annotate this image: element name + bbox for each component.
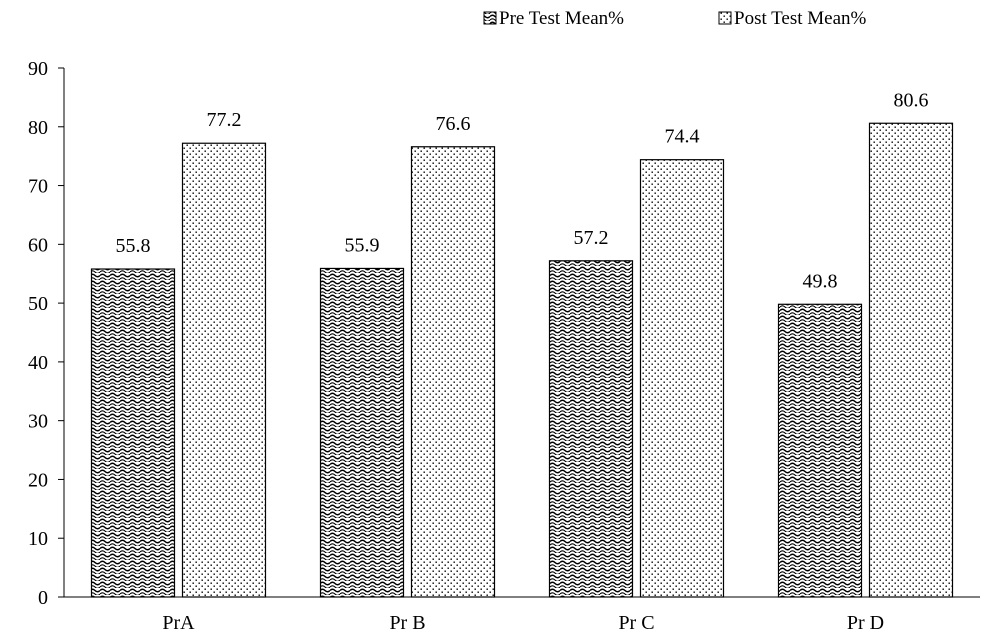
x-tick-label: Pr C — [618, 612, 654, 634]
bar-pre — [90, 268, 176, 598]
y-tick-label: 50 — [28, 293, 48, 315]
x-axis: PrA Pr B Pr C Pr D — [64, 596, 980, 634]
legend-label: Post Test Mean% — [734, 8, 867, 29]
data-label: 76.6 — [436, 113, 471, 135]
data-labels: 55.8 55.9 57.2 49.8 77.2 76.6 74.4 80.6 — [116, 89, 929, 292]
data-label: 77.2 — [207, 109, 242, 131]
y-axis: 0 10 20 30 40 50 60 70 80 90 — [28, 58, 65, 609]
data-label: 55.8 — [116, 235, 151, 257]
legend: Pre Test Mean% Post Test Mean% — [483, 8, 867, 29]
x-tick-label: Pr B — [389, 612, 425, 634]
x-tick-label: Pr D — [847, 612, 884, 634]
bar-pre — [319, 267, 405, 598]
bar-post — [410, 146, 496, 598]
bar-pre — [548, 260, 634, 598]
data-label: 55.9 — [345, 234, 380, 256]
data-label: 80.6 — [894, 89, 929, 111]
bar-pre — [777, 303, 863, 598]
y-tick-label: 10 — [28, 528, 48, 550]
y-tick-label: 70 — [28, 176, 48, 198]
bar-post — [181, 142, 267, 598]
y-tick-label: 0 — [38, 587, 48, 609]
legend-label: Pre Test Mean% — [499, 8, 624, 29]
legend-swatch — [718, 11, 732, 25]
x-tick-label: PrA — [162, 612, 195, 634]
legend-item-post: Post Test Mean% — [718, 8, 867, 29]
y-tick-label: 30 — [28, 411, 48, 433]
data-label: 57.2 — [574, 227, 609, 249]
y-tick-label: 60 — [28, 234, 48, 256]
bar-post — [639, 159, 725, 598]
y-tick-label: 90 — [28, 58, 48, 80]
legend-item-pre: Pre Test Mean% — [483, 8, 624, 29]
y-tick-label: 20 — [28, 469, 48, 491]
data-label: 74.4 — [665, 126, 700, 148]
legend-swatch — [483, 11, 497, 25]
bars — [90, 122, 954, 598]
bar-post — [868, 122, 954, 598]
data-label: 49.8 — [803, 270, 838, 292]
y-tick-label: 40 — [28, 352, 48, 374]
y-tick-label: 80 — [28, 117, 48, 139]
